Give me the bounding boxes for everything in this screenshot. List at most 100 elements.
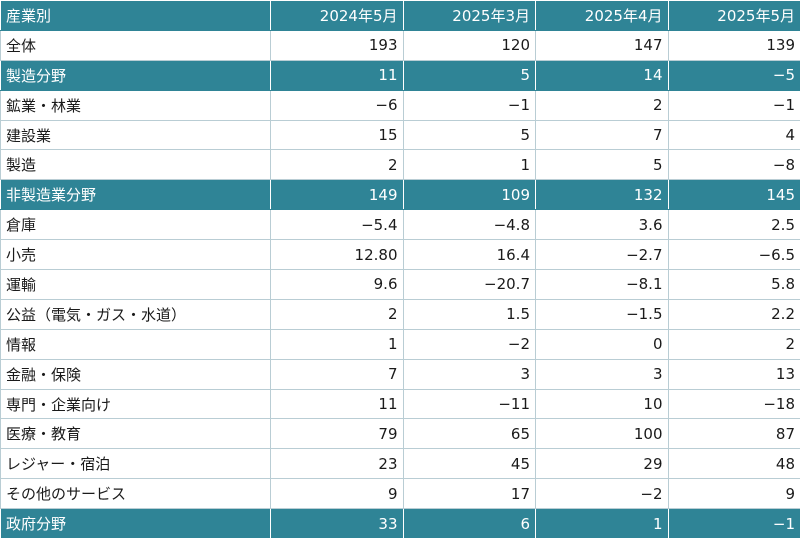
cell-value: −2: [403, 329, 536, 359]
cell-value: 12.80: [271, 240, 404, 270]
cell-value: 10: [536, 389, 669, 419]
row-label: 倉庫: [1, 210, 271, 240]
cell-value: 17: [403, 479, 536, 509]
cell-value: 139: [668, 30, 800, 60]
cell-value: −8: [668, 150, 800, 180]
header-row: 産業別 2024年5月 2025年3月 2025年4月 2025年5月: [1, 1, 800, 31]
cell-value: 5: [403, 60, 536, 90]
cell-value: −18: [668, 389, 800, 419]
cell-value: −1: [668, 509, 800, 538]
cell-value: −20.7: [403, 270, 536, 300]
cell-value: 87: [668, 419, 800, 449]
row-label: 金融・保険: [1, 359, 271, 389]
row-label: 運輸: [1, 270, 271, 300]
cell-value: 65: [403, 419, 536, 449]
cell-value: 45: [403, 449, 536, 479]
cell-value: 9: [668, 479, 800, 509]
cell-value: 29: [536, 449, 669, 479]
cell-value: 2: [668, 329, 800, 359]
cell-value: 2.2: [668, 299, 800, 329]
cell-value: 6: [403, 509, 536, 538]
cell-value: 3.6: [536, 210, 669, 240]
cell-value: 0: [536, 329, 669, 359]
cell-value: 15: [271, 120, 404, 150]
column-header-period: 2025年3月: [403, 1, 536, 31]
cell-value: 2: [536, 90, 669, 120]
cell-value: 79: [271, 419, 404, 449]
row-label: 情報: [1, 329, 271, 359]
cell-value: 5.8: [668, 270, 800, 300]
cell-value: −1.5: [536, 299, 669, 329]
cell-value: 149: [271, 180, 404, 210]
cell-value: −5.4: [271, 210, 404, 240]
cell-value: 9.6: [271, 270, 404, 300]
cell-value: 145: [668, 180, 800, 210]
cell-value: 1.5: [403, 299, 536, 329]
cell-value: 7: [536, 120, 669, 150]
cell-value: 5: [403, 120, 536, 150]
cell-value: −8.1: [536, 270, 669, 300]
cell-value: 1: [536, 509, 669, 538]
cell-value: 109: [403, 180, 536, 210]
cell-value: 1: [403, 150, 536, 180]
row-label: 小売: [1, 240, 271, 270]
row-label: 非製造業分野: [1, 180, 271, 210]
cell-value: 23: [271, 449, 404, 479]
cell-value: −2.7: [536, 240, 669, 270]
cell-value: 7: [271, 359, 404, 389]
cell-value: 16.4: [403, 240, 536, 270]
cell-value: 147: [536, 30, 669, 60]
row-label: 製造: [1, 150, 271, 180]
cell-value: −1: [668, 90, 800, 120]
cell-value: 3: [403, 359, 536, 389]
cell-value: 13: [668, 359, 800, 389]
cell-value: 132: [536, 180, 669, 210]
cell-value: 2: [271, 299, 404, 329]
cell-value: 11: [271, 60, 404, 90]
row-label: 製造分野: [1, 60, 271, 90]
cell-value: 2.5: [668, 210, 800, 240]
cell-value: 5: [536, 150, 669, 180]
cell-value: 120: [403, 30, 536, 60]
cell-value: 193: [271, 30, 404, 60]
column-header-period: 2025年5月: [668, 1, 800, 31]
cell-value: −2: [536, 479, 669, 509]
column-header-period: 2024年5月: [271, 1, 404, 31]
cell-value: 48: [668, 449, 800, 479]
cell-value: −5: [668, 60, 800, 90]
row-label: その他のサービス: [1, 479, 271, 509]
row-label: 専門・企業向け: [1, 389, 271, 419]
row-label: 公益（電気・ガス・水道）: [1, 299, 271, 329]
cell-value: −6: [271, 90, 404, 120]
column-header-period: 2025年4月: [536, 1, 669, 31]
cell-value: −11: [403, 389, 536, 419]
cell-value: −4.8: [403, 210, 536, 240]
cell-value: 1: [271, 329, 404, 359]
cell-value: 3: [536, 359, 669, 389]
cell-value: 14: [536, 60, 669, 90]
cell-value: −6.5: [668, 240, 800, 270]
row-label: 鉱業・林業: [1, 90, 271, 120]
row-label: 全体: [1, 30, 271, 60]
cell-value: −1: [403, 90, 536, 120]
cell-value: 2: [271, 150, 404, 180]
row-label: 医療・教育: [1, 419, 271, 449]
row-label: 建設業: [1, 120, 271, 150]
